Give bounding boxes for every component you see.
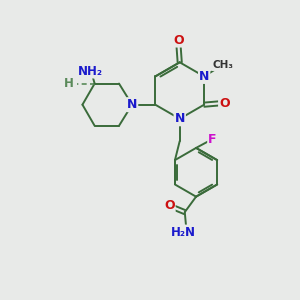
- Text: H₂N: H₂N: [171, 226, 196, 238]
- Text: H: H: [64, 77, 74, 90]
- Text: NH₂: NH₂: [78, 64, 103, 78]
- Text: O: O: [173, 34, 184, 46]
- Text: F: F: [208, 133, 217, 146]
- Text: O: O: [219, 97, 230, 110]
- Text: N: N: [199, 70, 209, 83]
- Text: N: N: [127, 98, 137, 111]
- Text: N: N: [175, 112, 185, 125]
- Text: O: O: [164, 199, 175, 212]
- Text: CH₃: CH₃: [212, 60, 233, 70]
